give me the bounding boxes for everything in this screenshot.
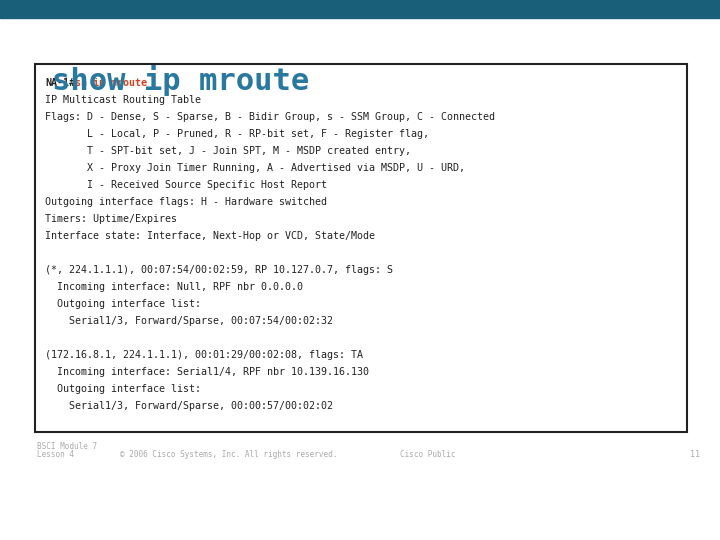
- Text: IP Multicast Routing Table: IP Multicast Routing Table: [45, 95, 201, 105]
- Text: (172.16.8.1, 224.1.1.1), 00:01:29/00:02:08, flags: TA: (172.16.8.1, 224.1.1.1), 00:01:29/00:02:…: [45, 350, 363, 360]
- Text: 11: 11: [690, 450, 700, 459]
- Text: Lesson 4: Lesson 4: [37, 450, 74, 459]
- Text: Serial1/3, Forward/Sparse, 00:00:57/00:02:02: Serial1/3, Forward/Sparse, 00:00:57/00:0…: [45, 401, 333, 411]
- Text: BSCI Module 7: BSCI Module 7: [37, 442, 97, 451]
- Text: (*, 224.1.1.1), 00:07:54/00:02:59, RP 10.127.0.7, flags: S: (*, 224.1.1.1), 00:07:54/00:02:59, RP 10…: [45, 265, 393, 275]
- Text: L - Local, P - Pruned, R - RP-bit set, F - Register flag,: L - Local, P - Pruned, R - RP-bit set, F…: [45, 129, 429, 139]
- Text: Cisco Public: Cisco Public: [400, 450, 456, 459]
- Text: I - Received Source Specific Host Report: I - Received Source Specific Host Report: [45, 180, 327, 190]
- Text: Flags: D - Dense, S - Sparse, B - Bidir Group, s - SSM Group, C - Connected: Flags: D - Dense, S - Sparse, B - Bidir …: [45, 112, 495, 122]
- Text: Outgoing interface list:: Outgoing interface list:: [45, 384, 201, 394]
- Text: Timers: Uptime/Expires: Timers: Uptime/Expires: [45, 214, 177, 224]
- Text: sh ip mroute: sh ip mroute: [75, 78, 147, 88]
- Text: Outgoing interface list:: Outgoing interface list:: [45, 299, 201, 309]
- Text: show ip mroute: show ip mroute: [52, 65, 310, 96]
- Bar: [35, 64, 687, 432]
- Text: Incoming interface: Serial1/4, RPF nbr 10.139.16.130: Incoming interface: Serial1/4, RPF nbr 1…: [45, 367, 369, 377]
- Text: Interface state: Interface, Next-Hop or VCD, State/Mode: Interface state: Interface, Next-Hop or …: [45, 231, 375, 241]
- Text: Incoming interface: Null, RPF nbr 0.0.0.0: Incoming interface: Null, RPF nbr 0.0.0.…: [45, 282, 303, 292]
- Text: Serial1/3, Forward/Sparse, 00:07:54/00:02:32: Serial1/3, Forward/Sparse, 00:07:54/00:0…: [45, 316, 333, 326]
- Text: NA-1#: NA-1#: [45, 78, 75, 88]
- Text: © 2006 Cisco Systems, Inc. All rights reserved.: © 2006 Cisco Systems, Inc. All rights re…: [120, 450, 338, 459]
- Text: Outgoing interface flags: H - Hardware switched: Outgoing interface flags: H - Hardware s…: [45, 197, 327, 207]
- Text: X - Proxy Join Timer Running, A - Advertised via MSDP, U - URD,: X - Proxy Join Timer Running, A - Advert…: [45, 163, 465, 173]
- Bar: [0, 0, 720, 18]
- Text: T - SPT-bit set, J - Join SPT, M - MSDP created entry,: T - SPT-bit set, J - Join SPT, M - MSDP …: [45, 146, 411, 156]
